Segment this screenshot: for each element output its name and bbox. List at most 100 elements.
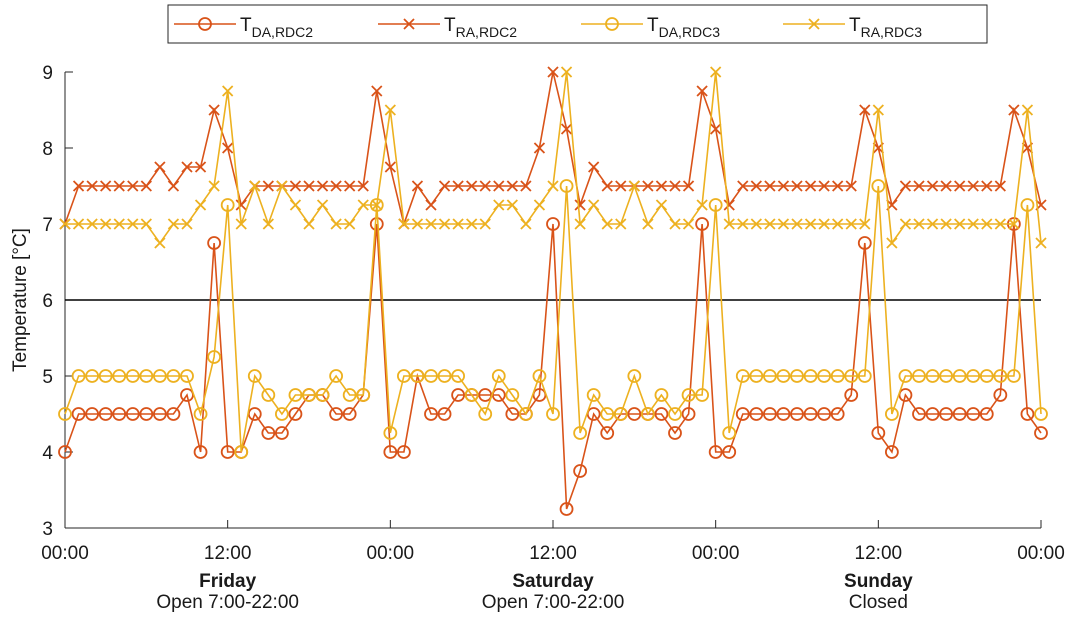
data-point-ra-rdc3 <box>181 218 193 230</box>
x-marker-stroke <box>954 218 966 230</box>
data-point-da-rdc3 <box>125 369 140 383</box>
data-point-da-rdc2 <box>627 407 642 421</box>
y-tick-label: 3 <box>42 519 53 540</box>
data-point-ra-rdc2 <box>940 180 952 192</box>
data-point-ra-rdc2 <box>72 180 85 192</box>
data-point-da-rdc2 <box>329 407 344 421</box>
x-marker-stroke <box>804 180 817 192</box>
x-marker-stroke <box>832 180 844 192</box>
data-point-da-rdc2 <box>125 407 140 421</box>
data-point-da-rdc3 <box>993 369 1008 383</box>
data-point-da-rdc2 <box>925 407 940 421</box>
x-marker-stroke <box>59 218 71 230</box>
data-point-ra-rdc3 <box>154 237 166 249</box>
x-marker-stroke <box>967 218 979 230</box>
data-point-da-rdc2 <box>844 388 859 402</box>
data-point-da-rdc2 <box>1020 407 1035 421</box>
x-marker-stroke <box>669 218 681 230</box>
data-point-da-rdc2 <box>71 407 86 421</box>
data-point-da-rdc3 <box>600 407 615 421</box>
x-marker-stroke <box>208 104 220 116</box>
x-marker-stroke <box>804 218 817 230</box>
x-marker-stroke <box>954 180 966 192</box>
x-tick-label: 00:00 <box>367 543 415 564</box>
data-point-da-rdc2 <box>722 445 737 459</box>
x-marker-stroke <box>127 218 139 230</box>
data-point-ra-rdc3 <box>398 218 410 230</box>
data-point-da-rdc3 <box>532 369 547 383</box>
x-marker-stroke <box>493 180 505 192</box>
data-point-ra-rdc2 <box>100 180 112 192</box>
data-point-ra-rdc3 <box>438 218 451 230</box>
data-point-da-rdc2 <box>749 407 764 421</box>
data-point-ra-rdc2 <box>818 180 830 192</box>
x-marker-stroke <box>140 180 152 192</box>
data-point-ra-rdc3 <box>777 218 790 230</box>
data-point-ra-rdc2 <box>967 180 979 192</box>
x-marker-stroke <box>696 85 708 97</box>
data-point-ra-rdc2 <box>791 180 803 192</box>
data-point-ra-rdc3 <box>832 218 844 230</box>
data-point-da-rdc3 <box>98 369 113 383</box>
x-marker-stroke <box>86 180 98 192</box>
x-marker-stroke <box>1035 237 1047 249</box>
x-marker-stroke <box>330 180 342 192</box>
data-point-ra-rdc3 <box>926 218 939 230</box>
data-point-ra-rdc3 <box>194 199 207 211</box>
y-tick-label: 6 <box>42 291 53 312</box>
data-point-ra-rdc3 <box>86 218 98 230</box>
x-marker-stroke <box>438 218 451 230</box>
data-point-ra-rdc3 <box>940 218 952 230</box>
data-point-ra-rdc3 <box>357 199 369 211</box>
legend-marker <box>198 17 212 31</box>
data-point-da-rdc3 <box>966 369 981 383</box>
data-point-ra-rdc2 <box>710 123 722 135</box>
data-point-da-rdc3 <box>668 407 682 421</box>
data-point-ra-rdc2 <box>262 180 274 192</box>
x-marker-stroke <box>642 180 654 192</box>
series-ra-rdc3 <box>59 66 1047 249</box>
data-point-ra-rdc2 <box>222 142 234 154</box>
data-point-ra-rdc3 <box>818 218 830 230</box>
data-point-da-rdc2 <box>708 445 723 459</box>
data-point-ra-rdc2 <box>479 180 491 192</box>
data-point-ra-rdc2 <box>167 180 180 192</box>
data-point-da-rdc3 <box>356 388 371 402</box>
y-tick-label: 7 <box>42 215 53 236</box>
data-point-ra-rdc3 <box>411 218 424 230</box>
data-point-da-rdc3 <box>1006 369 1021 383</box>
data-point-ra-rdc3 <box>466 218 478 230</box>
x-marker-stroke <box>1021 104 1034 116</box>
series-da-rdc3 <box>58 179 1048 459</box>
data-point-da-rdc2 <box>735 407 750 421</box>
x-marker-stroke <box>696 199 708 211</box>
data-point-ra-rdc2 <box>533 142 546 154</box>
data-point-da-rdc2 <box>871 426 886 440</box>
data-point-da-rdc2 <box>546 217 560 231</box>
data-point-ra-rdc2 <box>506 180 518 192</box>
data-point-da-rdc2 <box>776 407 791 421</box>
x-marker-stroke <box>452 180 464 192</box>
x-marker-stroke <box>167 180 180 192</box>
data-point-da-rdc3 <box>220 198 235 212</box>
x-marker-stroke <box>127 180 139 192</box>
data-point-ra-rdc3 <box>710 66 722 78</box>
data-point-da-rdc3 <box>302 388 316 402</box>
data-point-da-rdc3 <box>722 426 737 440</box>
data-point-da-rdc3 <box>857 369 872 383</box>
data-point-ra-rdc2 <box>466 180 478 192</box>
data-point-da-rdc3 <box>803 369 818 383</box>
data-point-da-rdc3 <box>790 369 804 383</box>
x-marker-stroke <box>371 199 383 211</box>
data-point-ra-rdc2 <box>642 180 654 192</box>
data-point-ra-rdc3 <box>954 218 966 230</box>
data-point-ra-rdc2 <box>655 180 668 192</box>
x-marker-stroke <box>601 180 613 192</box>
data-point-ra-rdc3 <box>913 218 925 230</box>
data-point-da-rdc2 <box>952 407 967 421</box>
x-marker-stroke <box>371 85 383 97</box>
data-point-ra-rdc3 <box>371 199 383 211</box>
x-marker-stroke <box>384 104 396 116</box>
x-marker-stroke <box>574 199 586 211</box>
data-point-da-rdc3 <box>546 407 560 421</box>
